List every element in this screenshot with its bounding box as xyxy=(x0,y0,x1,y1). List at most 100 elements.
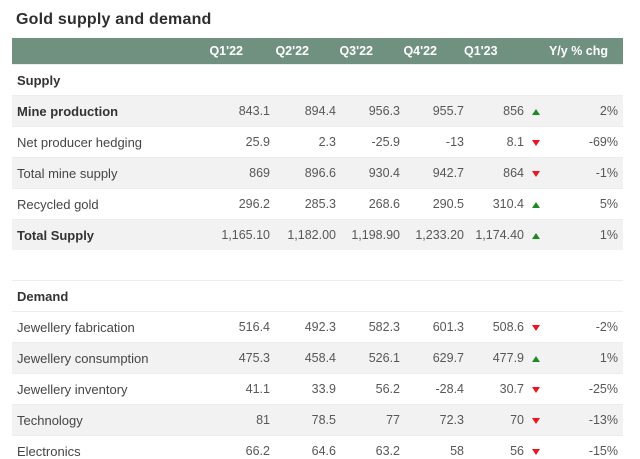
gold-supply-demand-table: Q1'22 Q2'22 Q3'22 Q4'22 Q1'23 Y/y % chg … xyxy=(12,38,623,459)
header-trend-spacer xyxy=(524,38,546,65)
trend-cell xyxy=(524,373,546,405)
trend-cell xyxy=(524,219,546,250)
trend-cell xyxy=(524,95,546,127)
row-label: Jewellery fabrication xyxy=(12,311,205,343)
row-label: Total Supply xyxy=(12,219,205,250)
cell-value: 843.1 xyxy=(205,95,270,127)
arrow-down-icon xyxy=(532,140,540,146)
trend-cell xyxy=(524,435,546,459)
cell-yoy-chg: -69% xyxy=(546,126,623,158)
table-row: Recycled gold 296.2 285.3 268.6 290.5 31… xyxy=(12,188,623,220)
cell-value: 41.1 xyxy=(205,373,270,405)
table-row: Total Supply 1,165.10 1,182.00 1,198.90 … xyxy=(12,219,623,250)
cell-value: 70 xyxy=(464,404,524,436)
cell-value: 864 xyxy=(464,157,524,189)
cell-value: -28.4 xyxy=(400,373,464,405)
cell-value: 856 xyxy=(464,95,524,127)
cell-value: 30.7 xyxy=(464,373,524,405)
header-yoy-pct-chg: Y/y % chg xyxy=(546,38,623,65)
header-label-spacer xyxy=(12,38,205,65)
cell-value: 526.1 xyxy=(336,342,400,374)
page-title: Gold supply and demand xyxy=(16,11,212,28)
cell-value: 56.2 xyxy=(336,373,400,405)
cell-value: 492.3 xyxy=(270,311,336,343)
row-label: Jewellery inventory xyxy=(12,373,205,405)
cell-value: 2.3 xyxy=(270,126,336,158)
table-row: Net producer hedging 25.9 2.3 -25.9 -13 … xyxy=(12,126,623,158)
section-gap xyxy=(12,250,623,281)
cell-value: 1,182.00 xyxy=(270,219,336,250)
header-q4-22: Q4'22 xyxy=(400,38,464,65)
cell-yoy-chg: 5% xyxy=(546,188,623,220)
cell-value: 58 xyxy=(400,435,464,459)
table-row: Electronics 66.2 64.6 63.2 58 56 -15% xyxy=(12,435,623,459)
arrow-down-icon xyxy=(532,387,540,393)
cell-yoy-chg: -2% xyxy=(546,311,623,343)
cell-value: 25.9 xyxy=(205,126,270,158)
row-label: Recycled gold xyxy=(12,188,205,220)
table-row: Technology 81 78.5 77 72.3 70 -13% xyxy=(12,404,623,436)
cell-yoy-chg: 2% xyxy=(546,95,623,127)
cell-value: 310.4 xyxy=(464,188,524,220)
cell-value: 77 xyxy=(336,404,400,436)
cell-value: 64.6 xyxy=(270,435,336,459)
cell-value: 629.7 xyxy=(400,342,464,374)
cell-value: 285.3 xyxy=(270,188,336,220)
cell-value: 601.3 xyxy=(400,311,464,343)
cell-value: 475.3 xyxy=(205,342,270,374)
cell-yoy-chg: 1% xyxy=(546,342,623,374)
cell-value: 896.6 xyxy=(270,157,336,189)
arrow-up-icon xyxy=(532,109,540,115)
header-q3-22: Q3'22 xyxy=(336,38,400,65)
cell-value: 1,233.20 xyxy=(400,219,464,250)
cell-value: 33.9 xyxy=(270,373,336,405)
row-label: Electronics xyxy=(12,435,205,459)
trend-cell xyxy=(524,157,546,189)
cell-value: 1,174.40 xyxy=(464,219,524,250)
cell-value: 72.3 xyxy=(400,404,464,436)
cell-value: 930.4 xyxy=(336,157,400,189)
cell-yoy-chg: 1% xyxy=(546,219,623,250)
row-label: Mine production xyxy=(12,95,205,127)
cell-value: 268.6 xyxy=(336,188,400,220)
header-q1-23: Q1'23 xyxy=(464,38,524,65)
cell-value: 8.1 xyxy=(464,126,524,158)
cell-value: 296.2 xyxy=(205,188,270,220)
trend-cell xyxy=(524,188,546,220)
cell-value: 458.4 xyxy=(270,342,336,374)
table-row: Mine production 843.1 894.4 956.3 955.7 … xyxy=(12,95,623,127)
cell-value: 1,165.10 xyxy=(205,219,270,250)
header-q1-22: Q1'22 xyxy=(205,38,270,65)
section-header-demand: Demand xyxy=(12,280,623,312)
table-row: Jewellery inventory 41.1 33.9 56.2 -28.4… xyxy=(12,373,623,405)
cell-value: 66.2 xyxy=(205,435,270,459)
arrow-up-icon xyxy=(532,233,540,239)
section-title: Supply xyxy=(12,64,623,96)
cell-value: 290.5 xyxy=(400,188,464,220)
cell-value: 81 xyxy=(205,404,270,436)
table-row: Total mine supply 869 896.6 930.4 942.7 … xyxy=(12,157,623,189)
cell-value: 956.3 xyxy=(336,95,400,127)
arrow-down-icon xyxy=(532,325,540,331)
section-title: Demand xyxy=(12,280,623,312)
table-header-row: Q1'22 Q2'22 Q3'22 Q4'22 Q1'23 Y/y % chg xyxy=(12,38,623,65)
arrow-down-icon xyxy=(532,171,540,177)
arrow-down-icon xyxy=(532,449,540,455)
trend-cell xyxy=(524,126,546,158)
trend-cell xyxy=(524,404,546,436)
cell-value: 1,198.90 xyxy=(336,219,400,250)
trend-cell xyxy=(524,311,546,343)
cell-value: 516.4 xyxy=(205,311,270,343)
arrow-up-icon xyxy=(532,202,540,208)
cell-value: 942.7 xyxy=(400,157,464,189)
cell-value: 955.7 xyxy=(400,95,464,127)
cell-value: -25.9 xyxy=(336,126,400,158)
trend-cell xyxy=(524,342,546,374)
cell-value: 894.4 xyxy=(270,95,336,127)
table-row: Jewellery fabrication 516.4 492.3 582.3 … xyxy=(12,311,623,343)
section-header-supply: Supply xyxy=(12,64,623,96)
cell-yoy-chg: -1% xyxy=(546,157,623,189)
cell-value: 477.9 xyxy=(464,342,524,374)
row-label: Technology xyxy=(12,404,205,436)
